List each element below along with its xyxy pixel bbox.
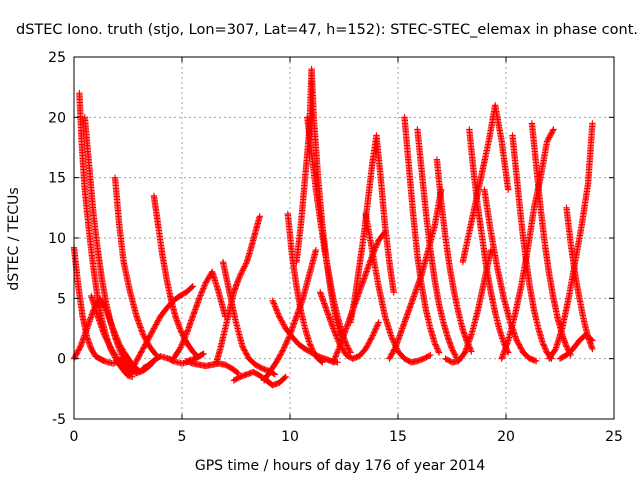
plus-markers [546,120,596,362]
plus-markers [284,210,326,366]
plus-markers [111,174,160,359]
plus-markers [362,210,434,366]
data-series-track [459,102,512,266]
x-tick-label: 15 [389,429,407,445]
data-series-track [556,331,596,362]
plus-markers [150,192,201,360]
plus-markers [556,331,596,362]
data-series-track [219,258,279,378]
y-tick-label: -5 [52,412,66,428]
data-series-track [347,132,397,326]
data-series-track [111,174,160,359]
plus-markers [170,268,229,362]
chart-title: dSTEC Iono. truth (stjo, Lon=307, Lat=47… [16,22,638,38]
y-tick-label: 25 [48,50,66,66]
plus-markers [183,357,242,377]
x-tick-label: 5 [178,429,187,445]
x-tick-label: 0 [70,429,79,445]
plus-markers [466,126,512,356]
plus-markers [219,258,279,378]
data-series-track [401,114,443,356]
plus-markers [230,368,289,389]
plus-markers [347,132,397,326]
data-series-track [183,357,242,377]
plus-markers [563,204,596,353]
plus-markers [414,126,460,361]
plus-markers [401,114,443,356]
data-series-track [433,156,475,355]
data-series-track [284,210,326,366]
y-axis-label: dSTEC / TECUs [6,187,22,290]
plus-markers [481,186,540,365]
data-series-track [230,368,289,389]
data-series-track [481,186,540,365]
plus-markers [433,156,475,355]
data-series-track [509,132,555,362]
y-tick-label: 15 [48,171,66,187]
plus-markers [304,114,354,356]
data-series-track [170,268,229,362]
x-tick-label: 10 [281,429,299,445]
data-series-track [466,126,512,356]
x-axis-label: GPS time / hours of day 176 of year 2014 [195,458,485,474]
data-series-track [124,283,196,379]
y-tick-label: 0 [57,352,66,368]
data-series-track [304,114,354,356]
plus-markers [124,283,196,379]
y-tick-label: 10 [48,231,66,247]
grid-lines [74,57,614,419]
data-series-track [414,126,460,361]
data-series-track [563,204,596,353]
data-series [70,65,596,389]
y-tick-label: 20 [48,110,66,126]
x-tick-label: 20 [497,429,515,445]
data-series-track [150,192,201,360]
data-series-track [362,210,434,366]
y-tick-label: 5 [57,291,66,307]
x-tick-label: 25 [605,429,623,445]
plus-markers [509,132,555,362]
plus-markers [459,102,512,266]
data-series-track [546,120,596,362]
